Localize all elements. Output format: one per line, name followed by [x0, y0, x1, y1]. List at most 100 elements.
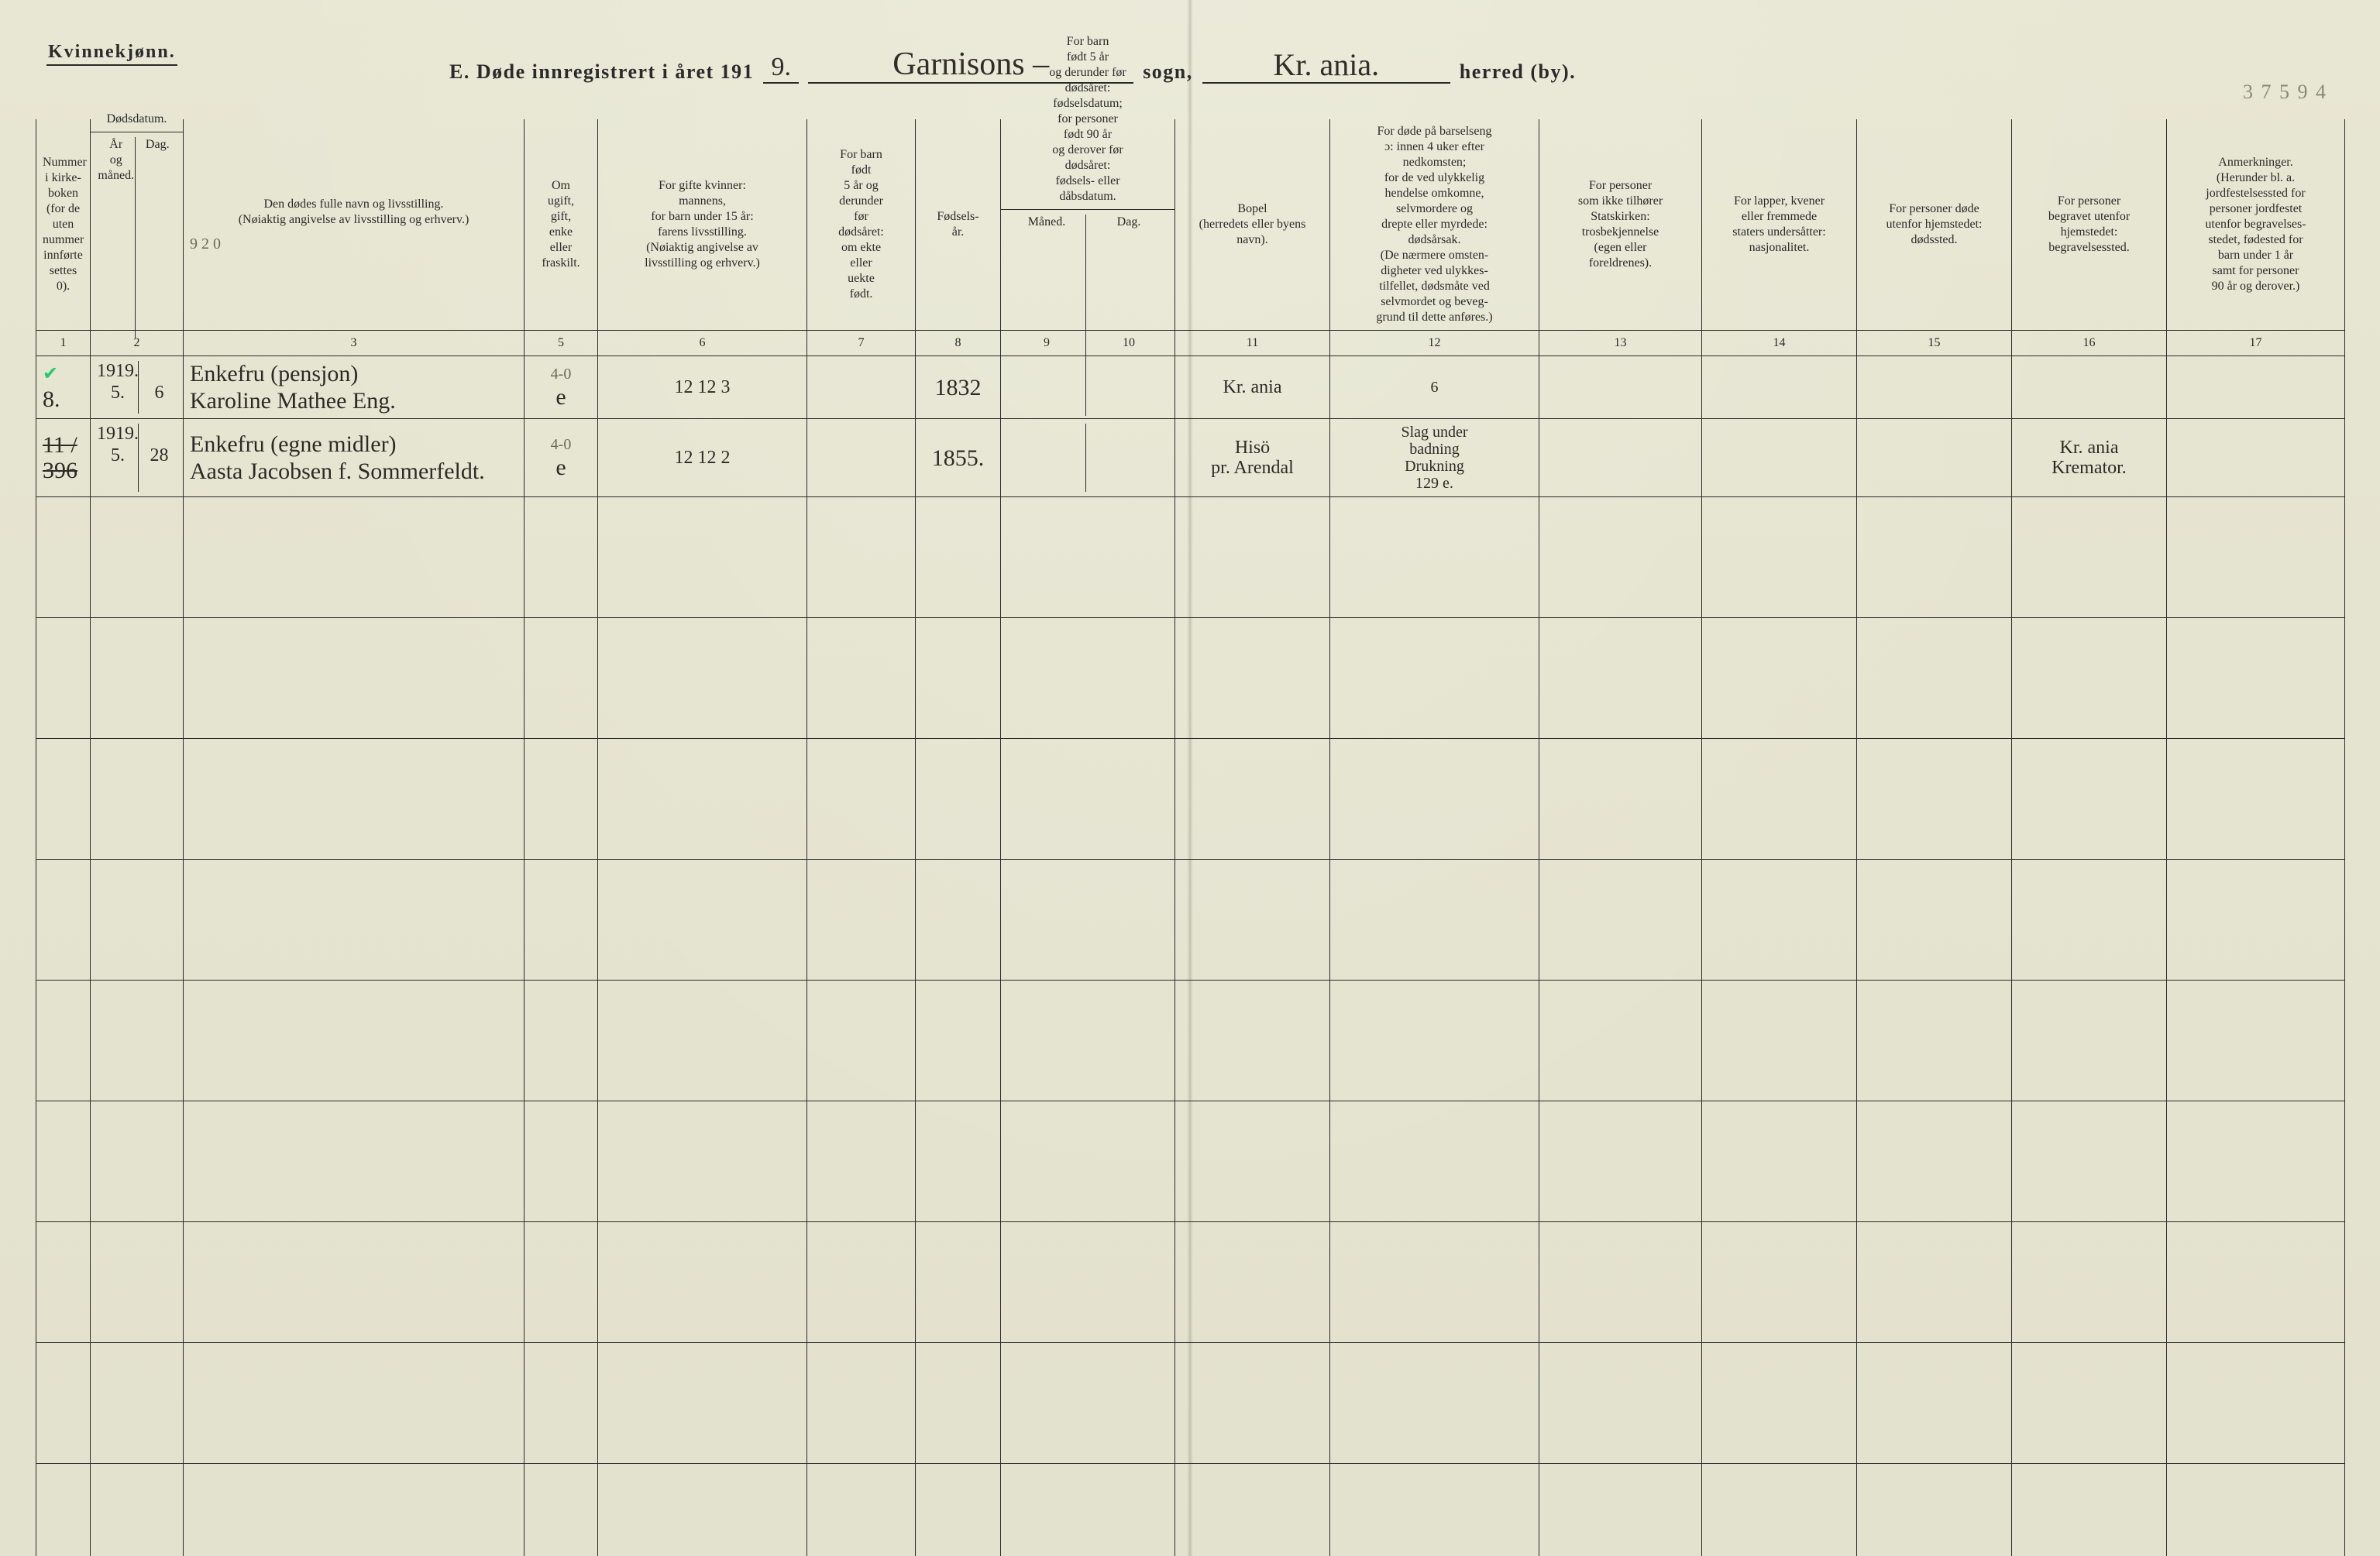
blank-cell [1702, 860, 1857, 981]
blank-cell [184, 1343, 524, 1464]
blank-cell [1001, 1222, 1175, 1343]
table-row-blank [36, 1101, 2345, 1222]
blank-cell [598, 497, 807, 618]
blank-cell [1001, 1343, 1175, 1464]
remarks [2167, 419, 2345, 497]
table-row-blank [36, 1464, 2345, 1556]
blank-cell [1539, 618, 1702, 739]
blank-cell [1539, 1222, 1702, 1343]
blank-cell [1539, 739, 1702, 860]
birth-year: 1832 [916, 356, 1001, 419]
blank-cell [1001, 860, 1175, 981]
blank-cell [916, 1343, 1001, 1464]
blank-cell [1175, 1222, 1330, 1343]
table-head: Nummer i kirke-boken(for deutennummerinn… [36, 119, 2345, 356]
blank-cell [2167, 860, 2345, 981]
blank-cell [36, 860, 91, 981]
col-header-1: Nummer i kirke-boken(for deutennummerinn… [36, 119, 91, 331]
blank-cell [91, 739, 184, 860]
blank-cell [36, 497, 91, 618]
col-header-12: For døde på barselsengɔ: innen 4 uker ef… [1330, 119, 1539, 331]
blank-cell [1330, 497, 1539, 618]
nationality [1702, 419, 1857, 497]
blank-cell [2167, 1222, 2345, 1343]
blank-cell [807, 1222, 916, 1343]
blank-cell [1539, 981, 1702, 1101]
blank-cell [36, 981, 91, 1101]
death-date: 1919.5. 6 [91, 356, 184, 419]
blank-cell [1857, 1343, 2012, 1464]
blank-cell [807, 497, 916, 618]
blank-cell [807, 739, 916, 860]
blank-cell [1857, 1101, 2012, 1222]
blank-cell [1857, 618, 2012, 739]
burial-place: Kr. aniaKremator. [2012, 419, 2167, 497]
blank-cell [1330, 1101, 1539, 1222]
blank-cell [184, 739, 524, 860]
blank-cell [916, 1464, 1001, 1556]
col-number-1: 1 [36, 331, 91, 356]
blank-cell [1001, 739, 1175, 860]
col-header-7: For barnfødt5 år ogderunderførdødsåret:o… [807, 119, 916, 331]
col-number-17: 17 [2167, 331, 2345, 356]
blank-cell [2167, 1464, 2345, 1556]
cause-of-death: Slag underbadningDrukning129 e. [1330, 419, 1539, 497]
table-row-blank [36, 618, 2345, 739]
col-number-8: 8 [916, 331, 1001, 356]
blank-cell [36, 1464, 91, 1556]
blank-cell [807, 860, 916, 981]
blank-cell [524, 1222, 598, 1343]
blank-cell [184, 1464, 524, 1556]
blank-cell [91, 618, 184, 739]
blank-cell [2167, 497, 2345, 618]
blank-cell [598, 860, 807, 981]
blank-cell [598, 739, 807, 860]
header-colnum-row: 123567891011121314151617 [36, 331, 2345, 356]
blank-cell [1702, 497, 1857, 618]
blank-cell [1702, 1343, 1857, 1464]
blank-cell [1702, 981, 1857, 1101]
page-header: Kvinnekjønn. E. Døde innregistrert i åre… [46, 42, 2334, 119]
blank-cell [1175, 1464, 1330, 1556]
death-place [1857, 356, 2012, 419]
col-header-15: For personer dødeutenfor hjemstedet:døds… [1857, 119, 2012, 331]
blank-cell [1330, 618, 1539, 739]
blank-cell [2012, 618, 2167, 739]
blank-cell [184, 860, 524, 981]
blank-cell [807, 1343, 916, 1464]
blank-cell [598, 1222, 807, 1343]
col-header-16: For personerbegravet utenforhjemstedet:b… [2012, 119, 2167, 331]
row-number: 11 / 396 [36, 419, 91, 497]
blank-cell [807, 618, 916, 739]
name-and-occupation: Enkefru (egne midler)Aasta Jacobsen f. S… [184, 419, 524, 497]
table-row-blank [36, 1222, 2345, 1343]
blank-cell [2167, 1343, 2345, 1464]
blank-cell [598, 1101, 807, 1222]
blank-cell [91, 497, 184, 618]
death-place [1857, 419, 2012, 497]
table-row-blank [36, 860, 2345, 981]
col-header-2: Dødsdatum.Årogmåned.Dag. [91, 119, 184, 331]
cause-of-death: 6 [1330, 356, 1539, 419]
blank-cell [807, 1464, 916, 1556]
blank-cell [184, 1101, 524, 1222]
marital-status: 4-0e [524, 419, 598, 497]
col-number-15: 15 [1857, 331, 2012, 356]
confession [1539, 419, 1702, 497]
blank-cell [1857, 860, 2012, 981]
blank-cell [524, 618, 598, 739]
blank-cell [2012, 1101, 2167, 1222]
col-number-12: 12 [1330, 331, 1539, 356]
blank-cell [1702, 1464, 1857, 1556]
blank-cell [1001, 1464, 1175, 1556]
blank-cell [524, 1464, 598, 1556]
blank-cell [1857, 981, 2012, 1101]
blank-cell [1330, 860, 1539, 981]
blank-cell [2012, 1222, 2167, 1343]
blank-cell [598, 618, 807, 739]
blank-cell [36, 1343, 91, 1464]
remarks [2167, 356, 2345, 419]
birth-year: 1855. [916, 419, 1001, 497]
header-labels-row: Nummer i kirke-boken(for deutennummerinn… [36, 119, 2345, 331]
col-number-13: 13 [1539, 331, 1702, 356]
